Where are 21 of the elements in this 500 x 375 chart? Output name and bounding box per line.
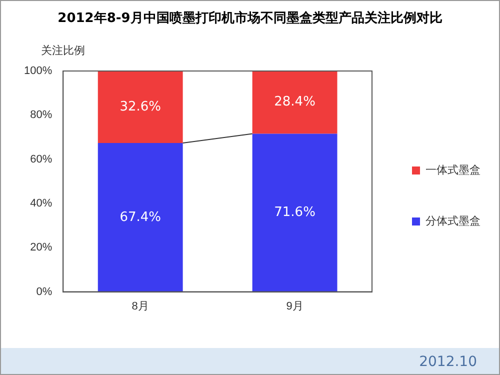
y-tick-label: 100% — [24, 65, 52, 78]
bar — [98, 71, 183, 143]
bar — [252, 71, 338, 134]
chart-title: 2012年8-9月中国喷墨打印机市场不同墨盒类型产品关注比例对比 — [56, 10, 444, 27]
data-label: 71.6% — [274, 205, 316, 220]
data-label: 32.6% — [120, 99, 162, 114]
y-tick-label: 20% — [30, 242, 52, 254]
legend-label: 分体式墨盒 — [426, 214, 480, 228]
y-tick-label: 60% — [30, 153, 52, 166]
bar — [252, 134, 338, 292]
x-tick-label: 9月 — [286, 300, 304, 312]
text: 2012.10 — [419, 354, 477, 370]
data-label: 28.4% — [274, 94, 316, 110]
y-axis-title: 关注比例 — [41, 43, 85, 58]
data-label: 67.4% — [120, 210, 162, 225]
x-tick-label: 8月 — [132, 300, 149, 312]
y-tick-label: 0% — [36, 286, 52, 298]
bar — [98, 142, 183, 292]
legend-label: 一体式墨盒 — [426, 164, 480, 177]
y-tick-label: 40% — [30, 198, 52, 210]
y-tick-label: 80% — [30, 109, 52, 122]
